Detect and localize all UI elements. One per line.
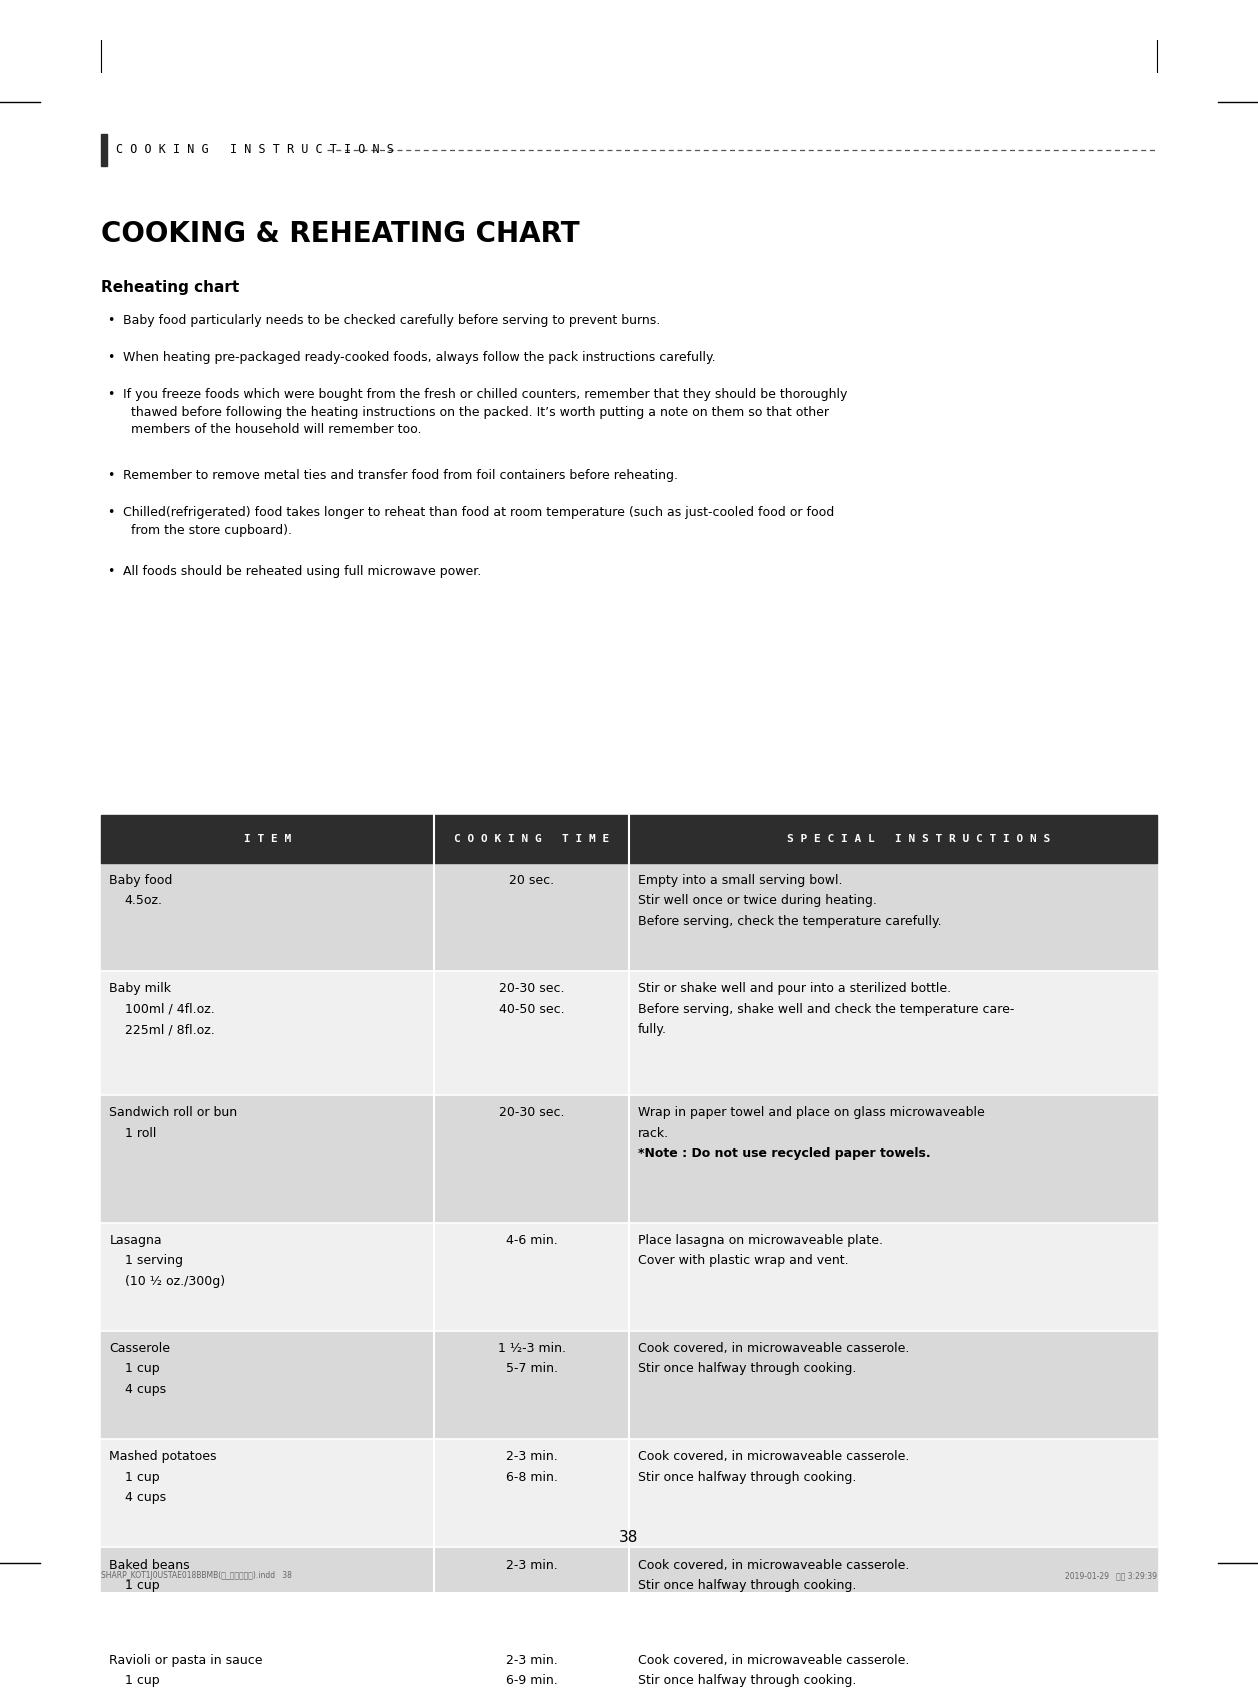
- Text: Casserole: Casserole: [109, 1343, 170, 1355]
- Text: Remember to remove metal ties and transfer food from foil containers before rehe: Remember to remove metal ties and transf…: [123, 470, 678, 481]
- Text: 6-8 min.: 6-8 min.: [506, 1471, 557, 1483]
- Text: •: •: [107, 470, 114, 481]
- Text: 4.5oz.: 4.5oz.: [125, 895, 162, 907]
- Text: *Note : Do not use recycled paper towels.: *Note : Do not use recycled paper towels…: [638, 1147, 931, 1160]
- Text: 20-30 sec.: 20-30 sec.: [498, 1106, 565, 1120]
- Text: Cook covered, in microwaveable casserole.: Cook covered, in microwaveable casserole…: [638, 1654, 910, 1667]
- Text: Cook covered, in microwaveable casserole.: Cook covered, in microwaveable casserole…: [638, 1343, 910, 1355]
- Text: 4-6 min.: 4-6 min.: [506, 1233, 557, 1246]
- Text: Cook covered, in microwaveable casserole.: Cook covered, in microwaveable casserole…: [638, 1559, 910, 1571]
- Text: 4 cups: 4 cups: [125, 1491, 166, 1503]
- Text: Cook covered, in microwaveable casserole.: Cook covered, in microwaveable casserole…: [638, 1451, 910, 1463]
- Text: 2-3 min.: 2-3 min.: [506, 1451, 557, 1463]
- Text: 2-3 min.: 2-3 min.: [506, 1559, 557, 1571]
- Text: Mashed potatoes: Mashed potatoes: [109, 1451, 216, 1463]
- Text: 100ml / 4fl.oz.: 100ml / 4fl.oz.: [125, 1003, 214, 1015]
- Bar: [101, 1547, 1157, 1643]
- Text: (10 ½ oz./300g): (10 ½ oz./300g): [125, 1275, 225, 1287]
- Text: 20 sec.: 20 sec.: [509, 873, 554, 887]
- Text: Ravioli or pasta in sauce: Ravioli or pasta in sauce: [109, 1654, 263, 1667]
- Text: Stir or shake well and pour into a sterilized bottle.: Stir or shake well and pour into a steri…: [638, 983, 951, 995]
- Text: •: •: [107, 507, 114, 519]
- Text: 1 ½-3 min.: 1 ½-3 min.: [497, 1343, 566, 1355]
- Text: S P E C I A L   I N S T R U C T I O N S: S P E C I A L I N S T R U C T I O N S: [786, 834, 1050, 844]
- Bar: [101, 1331, 1157, 1439]
- Text: Stir once halfway through cooking.: Stir once halfway through cooking.: [638, 1674, 857, 1687]
- Text: Sandwich roll or bun: Sandwich roll or bun: [109, 1106, 238, 1120]
- Text: Before serving, shake well and check the temperature care-: Before serving, shake well and check the…: [638, 1003, 1014, 1015]
- Text: 2-3 min.: 2-3 min.: [506, 1654, 557, 1667]
- Text: Baby food particularly needs to be checked carefully before serving to prevent b: Baby food particularly needs to be check…: [123, 314, 660, 326]
- Text: 5-7 min.: 5-7 min.: [506, 1363, 557, 1375]
- Text: 1 cup: 1 cup: [125, 1471, 160, 1483]
- Text: 38: 38: [619, 1530, 639, 1545]
- Text: •: •: [107, 314, 114, 326]
- Text: If you freeze foods which were bought from the fresh or chilled counters, rememb: If you freeze foods which were bought fr…: [123, 388, 848, 436]
- Text: Before serving, check the temperature carefully.: Before serving, check the temperature ca…: [638, 915, 941, 927]
- Text: •: •: [107, 566, 114, 578]
- Text: Baby milk: Baby milk: [109, 983, 171, 995]
- Bar: [101, 863, 1157, 971]
- Text: •: •: [107, 388, 114, 402]
- Bar: [101, 1094, 1157, 1223]
- Text: SHARP_KOT1J0USTAE018BBMB(영_규격임시용).indd   38: SHARP_KOT1J0USTAE018BBMB(영_규격임시용).indd 3…: [101, 1571, 292, 1581]
- Bar: [101, 1643, 1157, 1689]
- Text: When heating pre-packaged ready-cooked foods, always follow the pack instruction: When heating pre-packaged ready-cooked f…: [123, 351, 716, 365]
- Text: Stir well once or twice during heating.: Stir well once or twice during heating.: [638, 895, 877, 907]
- Text: 1 cup: 1 cup: [125, 1579, 160, 1593]
- Text: Stir once halfway through cooking.: Stir once halfway through cooking.: [638, 1471, 857, 1483]
- Text: 4 cups: 4 cups: [125, 1383, 166, 1395]
- Bar: [101, 971, 1157, 1094]
- Text: Baby food: Baby food: [109, 873, 172, 887]
- Text: 2019-01-29   오후 3:29:39: 2019-01-29 오후 3:29:39: [1066, 1571, 1157, 1581]
- Text: COOKING & REHEATING CHART: COOKING & REHEATING CHART: [101, 220, 579, 248]
- Text: rack.: rack.: [638, 1127, 669, 1140]
- Text: 1 cup: 1 cup: [125, 1363, 160, 1375]
- Text: Wrap in paper towel and place on glass microwaveable: Wrap in paper towel and place on glass m…: [638, 1106, 985, 1120]
- Text: C O O K I N G   T I M E: C O O K I N G T I M E: [454, 834, 609, 844]
- Text: •: •: [107, 351, 114, 365]
- Text: Stir once halfway through cooking.: Stir once halfway through cooking.: [638, 1579, 857, 1593]
- Text: 6-9 min.: 6-9 min.: [506, 1674, 557, 1687]
- Text: 225ml / 8fl.oz.: 225ml / 8fl.oz.: [125, 1024, 214, 1035]
- Text: 1 serving: 1 serving: [125, 1255, 182, 1267]
- Text: I T E M: I T E M: [244, 834, 291, 844]
- Text: Place lasagna on microwaveable plate.: Place lasagna on microwaveable plate.: [638, 1233, 883, 1246]
- Bar: [101, 816, 1157, 863]
- Bar: [101, 1223, 1157, 1331]
- Text: Empty into a small serving bowl.: Empty into a small serving bowl.: [638, 873, 843, 887]
- Text: Stir once halfway through cooking.: Stir once halfway through cooking.: [638, 1363, 857, 1375]
- Bar: [101, 1439, 1157, 1547]
- Text: C O O K I N G   I N S T R U C T I O N S: C O O K I N G I N S T R U C T I O N S: [116, 144, 394, 155]
- Text: 20-30 sec.: 20-30 sec.: [498, 983, 565, 995]
- Text: 1 roll: 1 roll: [125, 1127, 156, 1140]
- Text: 1 cup: 1 cup: [125, 1674, 160, 1687]
- Text: All foods should be reheated using full microwave power.: All foods should be reheated using full …: [123, 566, 482, 578]
- Text: 40-50 sec.: 40-50 sec.: [498, 1003, 565, 1015]
- Text: Chilled(refrigerated) food takes longer to reheat than food at room temperature : Chilled(refrigerated) food takes longer …: [123, 507, 834, 537]
- Text: Reheating chart: Reheating chart: [101, 280, 239, 296]
- Text: Baked beans: Baked beans: [109, 1559, 190, 1571]
- Text: Lasagna: Lasagna: [109, 1233, 162, 1246]
- Bar: [101, 133, 107, 166]
- Text: fully.: fully.: [638, 1024, 667, 1035]
- Text: Cover with plastic wrap and vent.: Cover with plastic wrap and vent.: [638, 1255, 848, 1267]
